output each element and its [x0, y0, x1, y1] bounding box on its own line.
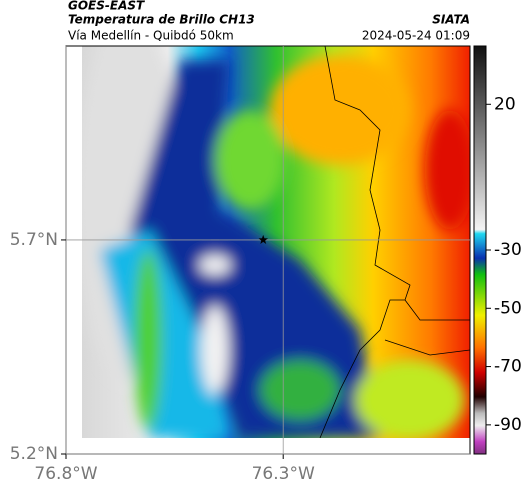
route: Vía Medellín - Quibdó 50km — [68, 29, 234, 43]
colorbar — [473, 45, 487, 455]
title: GOES-EAST — [68, 0, 145, 13]
city-marker — [258, 234, 268, 244]
colorbar-label: 20 — [494, 94, 516, 114]
temperature-field — [82, 46, 470, 438]
y-tick-label: 5.2°N — [10, 444, 58, 464]
subtitle: Temperatura de Brillo CH13 — [68, 13, 255, 27]
colorbar-label: -30 — [494, 240, 522, 260]
colorbar-label: -90 — [494, 415, 522, 435]
colorbar-label: -50 — [494, 298, 522, 318]
x-tick-label: 76.3°W — [252, 464, 315, 484]
y-tick-label: 5.7°N — [10, 230, 58, 250]
colorbar-label: -70 — [494, 357, 522, 377]
source: SIATA — [432, 13, 470, 27]
timestamp: 2024-05-24 01:09 — [362, 29, 470, 43]
x-tick-label: 76.8°W — [34, 464, 97, 484]
